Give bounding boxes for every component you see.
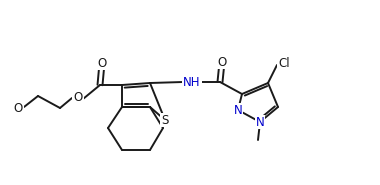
Text: N: N [256, 115, 264, 129]
Text: O: O [97, 56, 107, 70]
Text: NH: NH [183, 75, 201, 88]
Text: O: O [217, 56, 226, 68]
Text: S: S [162, 114, 169, 127]
Text: N: N [234, 103, 242, 117]
Text: O: O [73, 90, 82, 103]
Text: O: O [13, 102, 23, 115]
Text: Cl: Cl [278, 56, 290, 70]
